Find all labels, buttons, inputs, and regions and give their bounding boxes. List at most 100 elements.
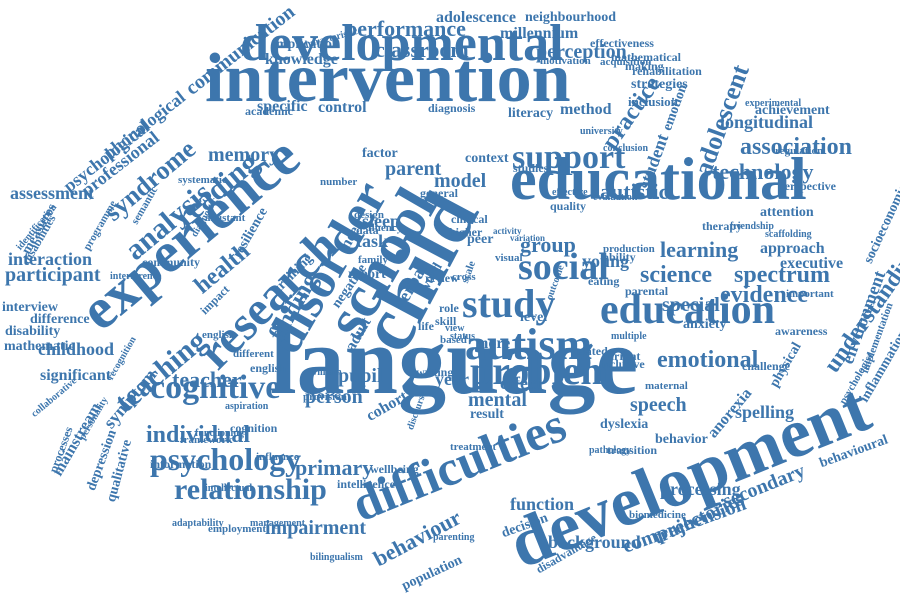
cloud-word: implication (272, 37, 340, 53)
cloud-word: maternal (645, 379, 688, 392)
cloud-word: eating (588, 273, 620, 288)
cloud-word: control (318, 99, 367, 117)
cloud-word: adaptability (172, 517, 224, 529)
cloud-word: background (548, 531, 641, 552)
cloud-word: disability (5, 324, 61, 340)
cloud-word: assistant (205, 211, 246, 224)
cloud-word: design (354, 208, 384, 221)
cloud-word: result (470, 407, 504, 423)
cloud-word: multiple (611, 330, 647, 342)
cloud-word: diagnosis (428, 100, 476, 115)
cloud-word: skill (435, 313, 457, 328)
cloud-word: spectrum (734, 261, 830, 288)
cloud-word: parental (625, 283, 669, 298)
cloud-word: context (465, 151, 509, 167)
cloud-word: role (439, 300, 459, 315)
cloud-word: family (358, 253, 388, 266)
cloud-word: report (348, 267, 386, 283)
cloud-word: william (310, 366, 342, 378)
cloud-word: group (520, 232, 576, 258)
cloud-word: parenting (433, 531, 475, 543)
cloud-word: variation (510, 233, 545, 244)
cloud-word: evidence (720, 281, 808, 308)
cloud-word: study (462, 281, 556, 326)
cloud-word: awareness (775, 323, 828, 338)
cloud-word: sleep (362, 210, 400, 231)
cloud-word: based (440, 333, 467, 346)
cloud-word: autistic (600, 179, 669, 205)
cloud-word: conclusion (603, 142, 649, 154)
cloud-word: impairment (265, 517, 367, 539)
cloud-word: significant (40, 367, 112, 385)
cloud-word: approach (760, 240, 825, 258)
cloud-word: spelling (735, 401, 795, 422)
cloud-word: technology (712, 159, 814, 185)
cloud-word: english (250, 360, 287, 375)
cloud-word: activity (493, 226, 522, 237)
cloud-word: population (399, 552, 465, 594)
cloud-word: interference (110, 270, 162, 282)
cloud-word: achievement (755, 103, 830, 119)
cloud-word: anxiety (683, 317, 727, 333)
cloud-word: educational (510, 146, 807, 212)
cloud-word: language (270, 307, 639, 415)
cloud-word: general (420, 185, 458, 200)
cloud-word: social (518, 245, 609, 288)
cloud-word: data (356, 222, 379, 237)
cloud-word: behavior (655, 432, 708, 448)
cloud-word: function (510, 493, 575, 514)
cloud-word: psychology (150, 440, 302, 477)
cloud-word: education (600, 287, 776, 334)
cloud-word: interview (2, 300, 58, 316)
cloud-word: cognition (230, 420, 278, 435)
cloud-word: important (786, 287, 834, 300)
cloud-word: learning (660, 237, 739, 263)
cloud-word: knowledge (265, 51, 338, 69)
cloud-word: person (305, 386, 363, 408)
cloud-word: biomedicine (629, 508, 686, 521)
cloud-word: bilingualism (310, 551, 363, 563)
cloud-word: task (356, 230, 389, 251)
cloud-word: quality (550, 198, 587, 213)
cloud-word: model (434, 170, 487, 192)
cloud-word: intelligence (337, 476, 395, 491)
cloud-word: attention (760, 205, 814, 221)
cloud-word: adolescence (436, 9, 516, 27)
cloud-word: literacy (508, 106, 554, 122)
cloud-word: experimental (745, 97, 802, 109)
cloud-word: science (640, 261, 712, 288)
cloud-word: young (582, 250, 630, 271)
cloud-word: emotional (657, 346, 759, 373)
cloud-word: effective (552, 186, 588, 198)
cloud-word: making (625, 58, 664, 73)
cloud-word: millennium (500, 25, 579, 43)
cloud-word: wellbeing (370, 461, 419, 476)
cloud-word: higher (449, 224, 483, 239)
cloud-word: fluency (368, 221, 403, 234)
cloud-word: challenge (742, 358, 790, 373)
cloud-word: dyslexia (600, 417, 649, 433)
cloud-word: visual (495, 251, 523, 264)
cloud-word: framework (180, 433, 233, 446)
cloud-word: review (425, 270, 459, 285)
cloud-word: status (450, 330, 476, 342)
cloud-word: scaffolding (765, 228, 812, 240)
cloud-word: aspiration (225, 400, 269, 412)
cloud-word: systematic (178, 173, 227, 186)
cloud-word: executive (780, 255, 844, 273)
cloud-word: factor (362, 146, 398, 162)
cloud-word: treatment (450, 440, 497, 453)
cloud-word: cognitive (150, 369, 281, 407)
cloud-word: ability (603, 249, 636, 264)
cloud-word: cross (452, 270, 476, 283)
cloud-word: employment (208, 522, 267, 535)
cloud-word: year (435, 368, 469, 389)
cloud-word: university (580, 125, 623, 137)
cloud-word: developmental (240, 14, 564, 72)
cloud-word: production (603, 242, 655, 255)
cloud-word: mathematic (4, 339, 75, 355)
cloud-word: peer (467, 232, 494, 248)
cloud-word: life (418, 318, 434, 333)
cloud-word: information (150, 456, 212, 471)
